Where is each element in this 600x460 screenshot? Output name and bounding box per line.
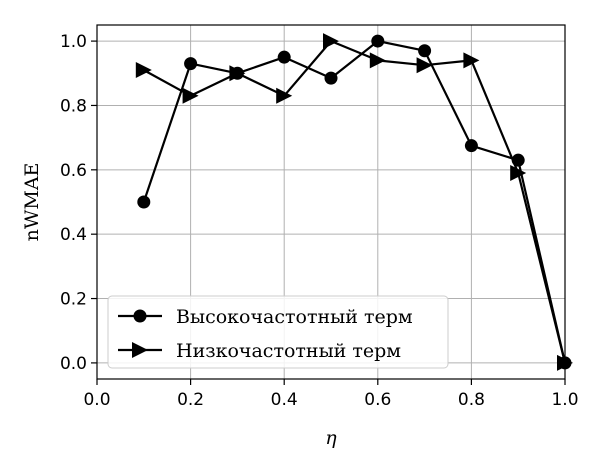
data-point-circle xyxy=(464,139,478,153)
x-tick-label: 0.6 xyxy=(364,390,391,410)
data-point-circle xyxy=(324,71,338,85)
y-tick-label: 0.8 xyxy=(60,96,87,116)
y-tick-label: 0.6 xyxy=(60,161,87,181)
data-point-triangle xyxy=(229,65,246,82)
plot-frame xyxy=(96,24,566,380)
data-point-triangle xyxy=(463,52,480,69)
data-point-circle xyxy=(133,309,147,323)
data-point-circle xyxy=(371,34,385,48)
y-tick-label: 1.0 xyxy=(60,32,87,52)
x-tick-label: 0.8 xyxy=(458,390,485,410)
data-point-circle xyxy=(277,50,291,64)
y-tick-label: 0.4 xyxy=(60,225,87,245)
data-point-triangle xyxy=(182,87,199,104)
data-point-triangle xyxy=(369,52,386,69)
series-2 xyxy=(135,33,573,371)
legend-label: Высокочастотный терм xyxy=(176,306,413,328)
series-line xyxy=(142,39,567,364)
data-point-circle xyxy=(184,57,198,71)
data-point-triangle xyxy=(132,342,148,358)
x-tick-label: 0.2 xyxy=(177,390,204,410)
data-point-triangle xyxy=(416,57,433,74)
y-tick-label: 0.2 xyxy=(60,290,87,310)
data-point-triangle xyxy=(135,62,152,79)
data-point-triangle xyxy=(510,165,527,182)
data-point-triangle xyxy=(276,87,293,104)
legend-item: Высокочастотный терм xyxy=(118,306,413,328)
series-group xyxy=(135,33,573,371)
x-axis-label: η xyxy=(325,427,337,449)
series-line xyxy=(143,39,567,364)
ticks: 0.0 0.2 0.4 0.6 0.8 1.0 0.0 0.2 0.4 0.6 0.8 1.0 xyxy=(60,32,579,410)
x-tick-label: 0.4 xyxy=(271,390,298,410)
legend: Высокочастотный терм Низкочастотный терм xyxy=(107,295,449,369)
y-axis-label: nWMAE xyxy=(21,163,43,242)
y-tick-label: 0.0 xyxy=(60,354,87,374)
data-point-circle xyxy=(137,195,151,209)
x-tick-label: 1.0 xyxy=(551,390,578,410)
data-point-triangle xyxy=(323,33,339,50)
legend-label: Низкочастотный терм xyxy=(176,340,401,362)
data-point-circle xyxy=(418,44,432,58)
x-tick-label: 0.0 xyxy=(83,390,110,410)
legend-item: Низкочастотный терм xyxy=(118,340,401,362)
legend-box xyxy=(107,295,449,369)
